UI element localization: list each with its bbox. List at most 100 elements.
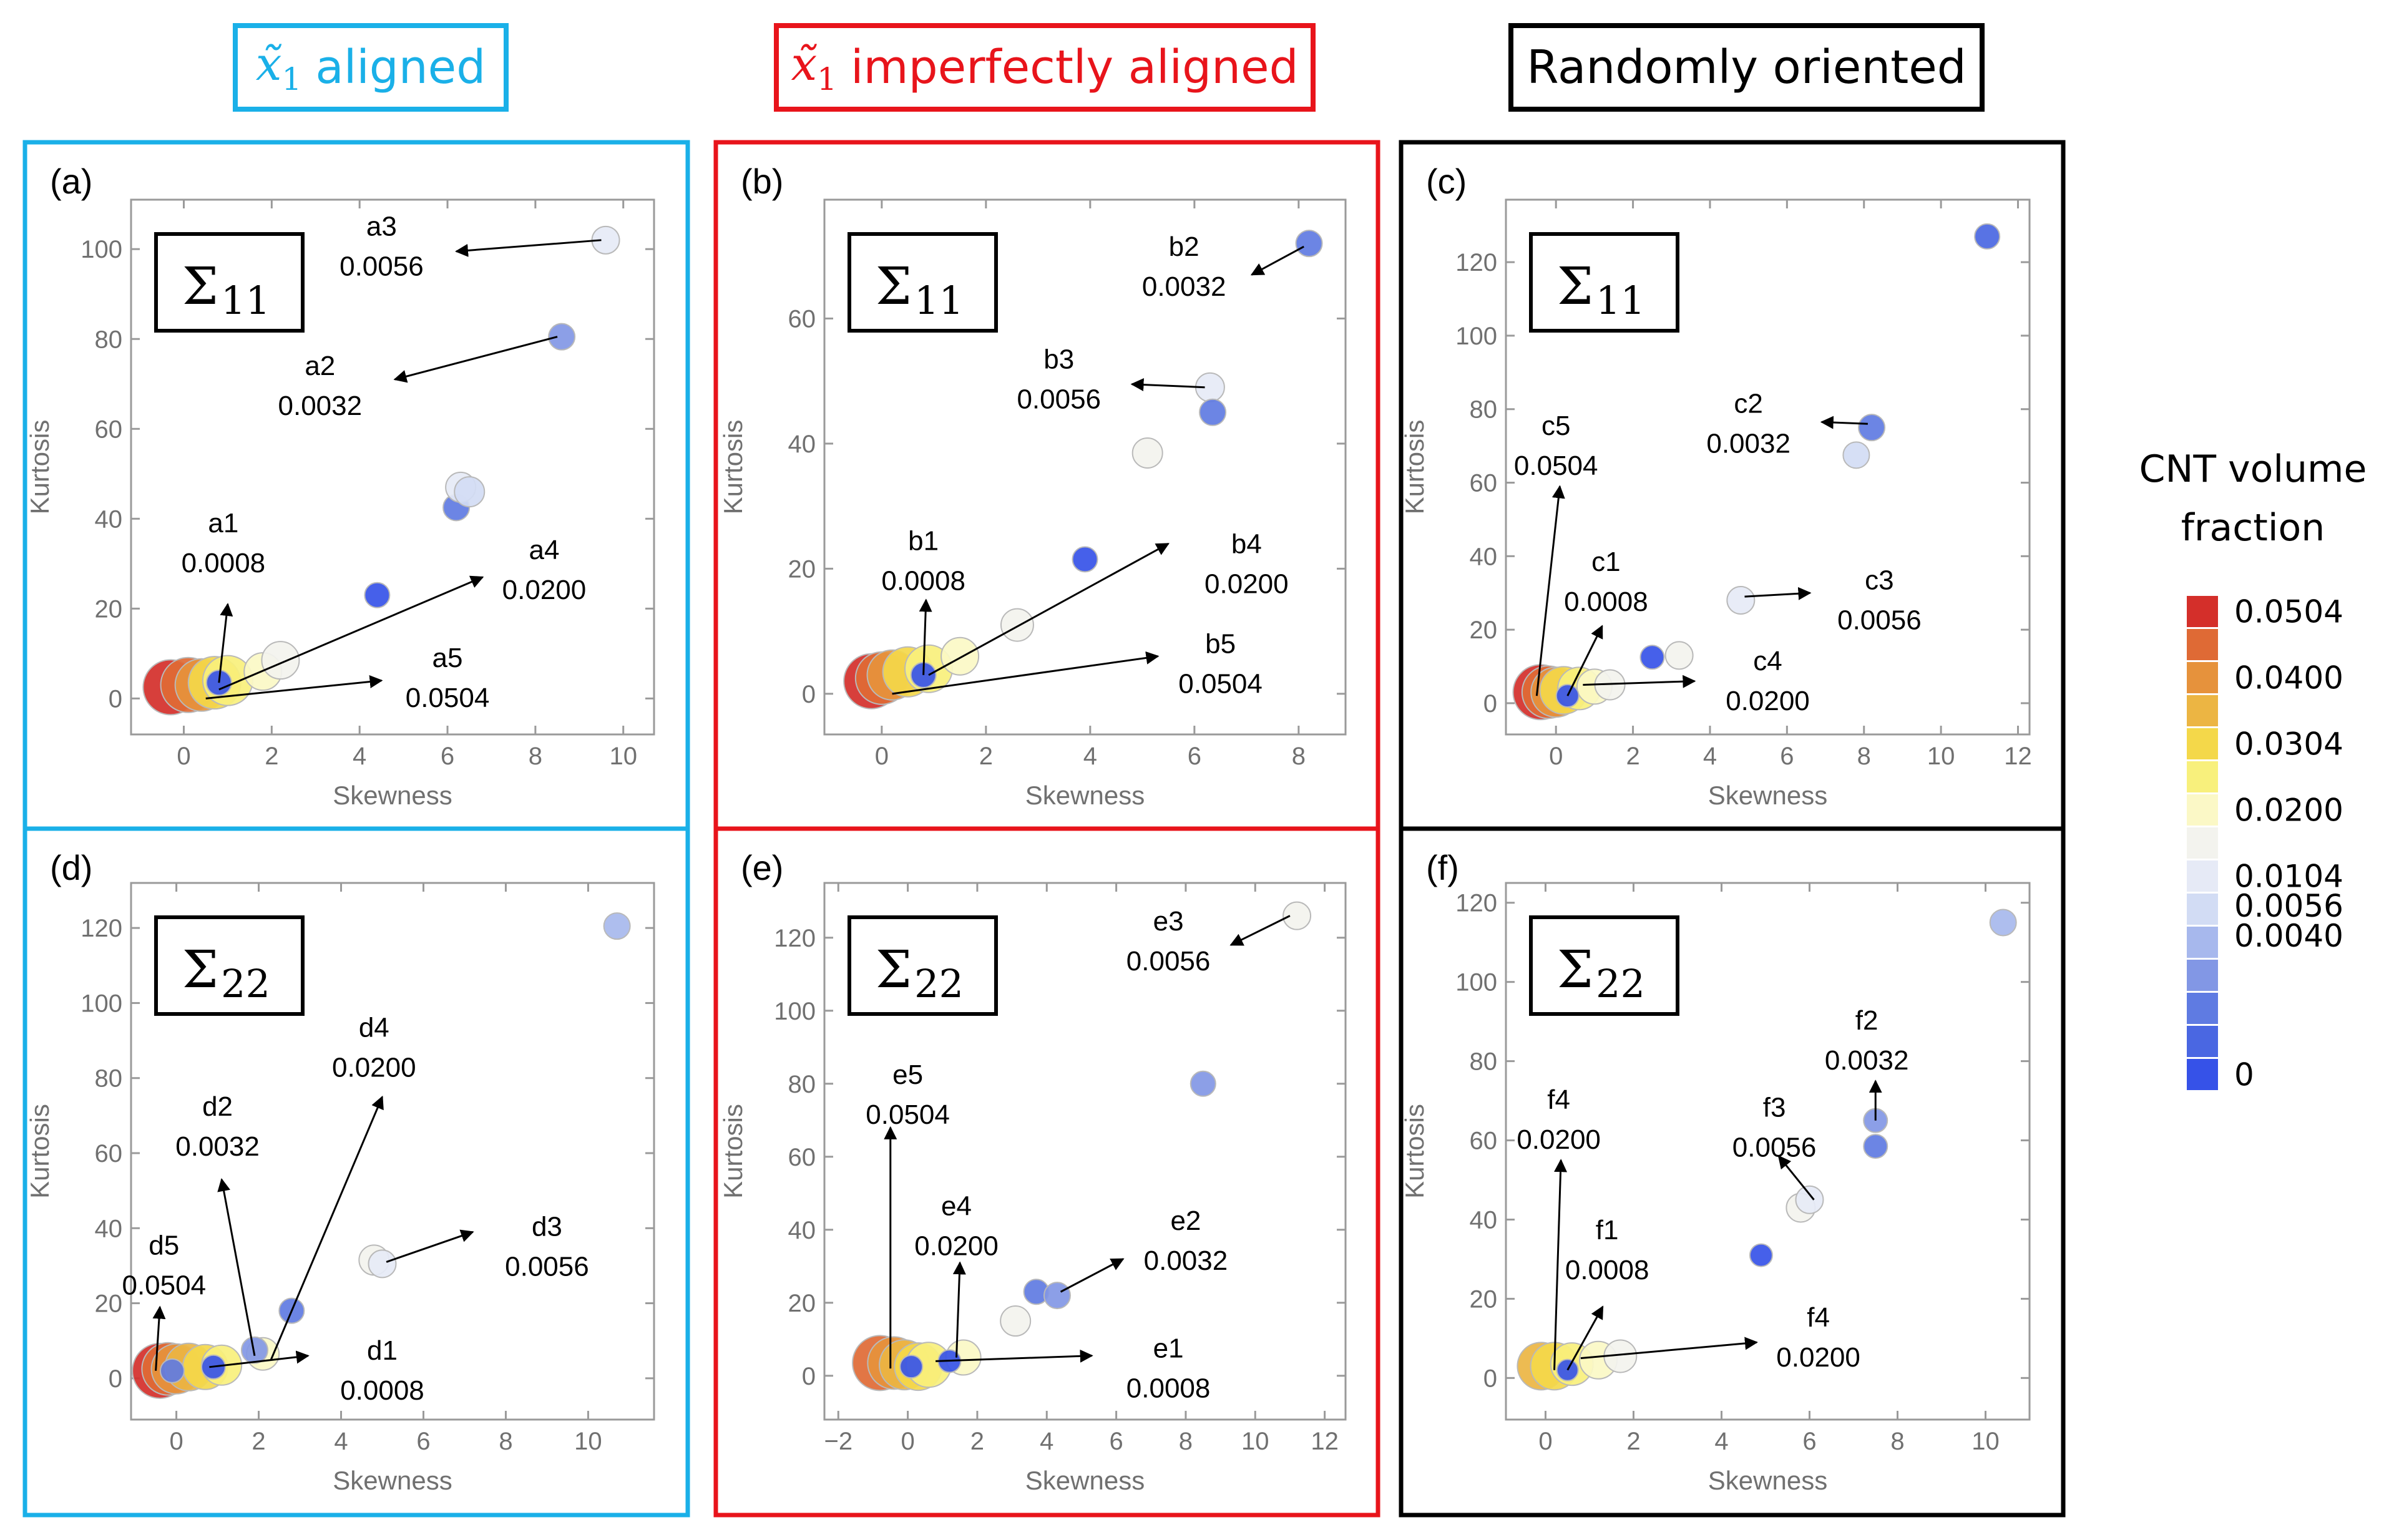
y-axis-label: Kurtosis [718,420,748,515]
x-tick-label: 8 [529,743,542,770]
x-tick-label: 10 [609,743,637,770]
legend-label: 0.0056 [2234,888,2343,924]
annotation-value: 0.0200 [332,1053,416,1083]
x-tick-label: 0 [875,743,889,770]
x-tick-label: 12 [2004,743,2032,770]
x-tick-label: 2 [970,1428,984,1455]
y-tick-label: 60 [788,1144,816,1171]
y-tick-label: 20 [95,1290,123,1318]
x-axis-label: Skewness [1708,781,1827,810]
y-tick-label: 100 [1455,323,1497,350]
data-point [1749,1243,1773,1267]
x-tick-label: 6 [416,1428,430,1455]
x-tick-label: 2 [1626,743,1639,770]
data-point [1199,398,1227,426]
panel-label: (c) [1426,162,1467,201]
annotation-arrow [217,1178,256,1357]
y-axis-label: Kurtosis [25,1104,54,1199]
data-point [454,476,486,508]
legend: 0.0504 0.0400 0.0304 0.0200 0.01040.00560.00… [2187,594,2343,1093]
y-tick-label: 80 [788,1071,816,1098]
column-title-imperfectly-aligned: x̃1 imperfectly aligned [774,23,1316,112]
y-tick-label: 20 [1470,616,1498,644]
panel-f: (f)0 2 4 6 8 10020406080100120SkewnessKurtosi… [1399,826,2066,1518]
annotation-arrow [919,598,932,675]
sigma-subscript: 11 [221,278,270,323]
data-point [899,1355,924,1379]
panel-frame [1399,826,2066,1518]
x-tick-label: 8 [1857,743,1871,770]
y-tick-label: 120 [774,925,816,952]
data-point [240,1336,268,1364]
x-axis-label: Skewness [1025,781,1145,810]
data-point [1726,586,1756,615]
sigma-box [848,915,998,1016]
annotation-name: b4 [1231,529,1262,559]
data-point [261,641,300,680]
annotation-arrow [209,1350,310,1368]
x-axis-label: Skewness [333,781,452,810]
annotation-arrow [1553,1159,1568,1370]
legend-swatch [2187,1026,2218,1057]
y-tick-label: 60 [95,1140,123,1167]
y-axis-label: Kurtosis [1400,1104,1429,1199]
x-tick-label: 2 [1626,1428,1640,1455]
annotation-value: 0.0056 [1837,605,1922,635]
annotation-name: c1 [1591,547,1620,577]
y-tick-label: 120 [1455,890,1497,917]
annotation-arrow [928,542,1170,676]
annotation-arrow [270,1095,384,1360]
annotation-name: e4 [941,1191,972,1221]
annotation-value: 0.0032 [175,1131,260,1162]
annotation-value: 0.0032 [1142,271,1226,302]
y-tick-label: 20 [788,1290,816,1317]
annotation-name: a2 [305,351,335,381]
legend-swatch [2187,596,2218,627]
x-tick-label: 10 [1971,1428,2000,1455]
annotation-name: d4 [359,1013,389,1043]
annotation-name: a5 [432,643,463,673]
panel-label: (e) [741,848,783,887]
data-point [1795,1185,1824,1214]
legend-label: 0.0304 [2234,726,2343,763]
legend-swatch [2187,860,2218,892]
annotation-value: 0.0008 [881,565,965,596]
panel-frame [22,826,690,1518]
x-tick-label: −2 [824,1428,853,1455]
x-tick-label: 2 [265,743,278,770]
annotation-value: 0.0200 [1776,1342,1860,1373]
x-tick-label: 8 [1292,743,1306,770]
annotation-name: e3 [1153,906,1184,937]
annotation-value: 0.0504 [1514,451,1598,481]
annotation-arrow [1580,1337,1758,1360]
data-point [548,323,576,351]
annotation-arrow [386,1229,474,1263]
x-tick-label: 0 [169,1428,183,1455]
x-tick-label: 6 [441,743,454,770]
x-tick-label: 6 [1802,1428,1816,1455]
annotation-name: d2 [202,1091,233,1122]
y-tick-label: 80 [95,326,123,353]
data-point [368,1249,397,1279]
x-tick-label: 8 [1179,1428,1193,1455]
sigma-box [154,232,305,333]
annotation-name: a4 [529,535,559,565]
data-point [940,636,980,676]
annotation-value: 0.0032 [278,391,363,421]
data-point [1974,223,2001,250]
sigma-box [848,232,998,333]
annotation-name: e1 [1153,1333,1184,1364]
annotation-value: 0.0056 [1017,384,1101,415]
data-point [1000,608,1034,642]
annotation-name: c4 [1753,646,1782,676]
panel-d: (d)0 2 4 6 8 10020406080100120SkewnessKurtosi… [22,826,690,1518]
panel-label: (d) [50,848,92,887]
data-point [1295,230,1323,258]
annotation-value: 0.0008 [340,1375,424,1406]
legend-label: 0.0104 [2234,859,2343,895]
annotation-value: 0.0008 [182,548,266,578]
y-axis-label: Kurtosis [1400,420,1429,515]
annotation-arrow [1744,587,1812,600]
annotation-value: 0.0200 [1204,568,1289,599]
